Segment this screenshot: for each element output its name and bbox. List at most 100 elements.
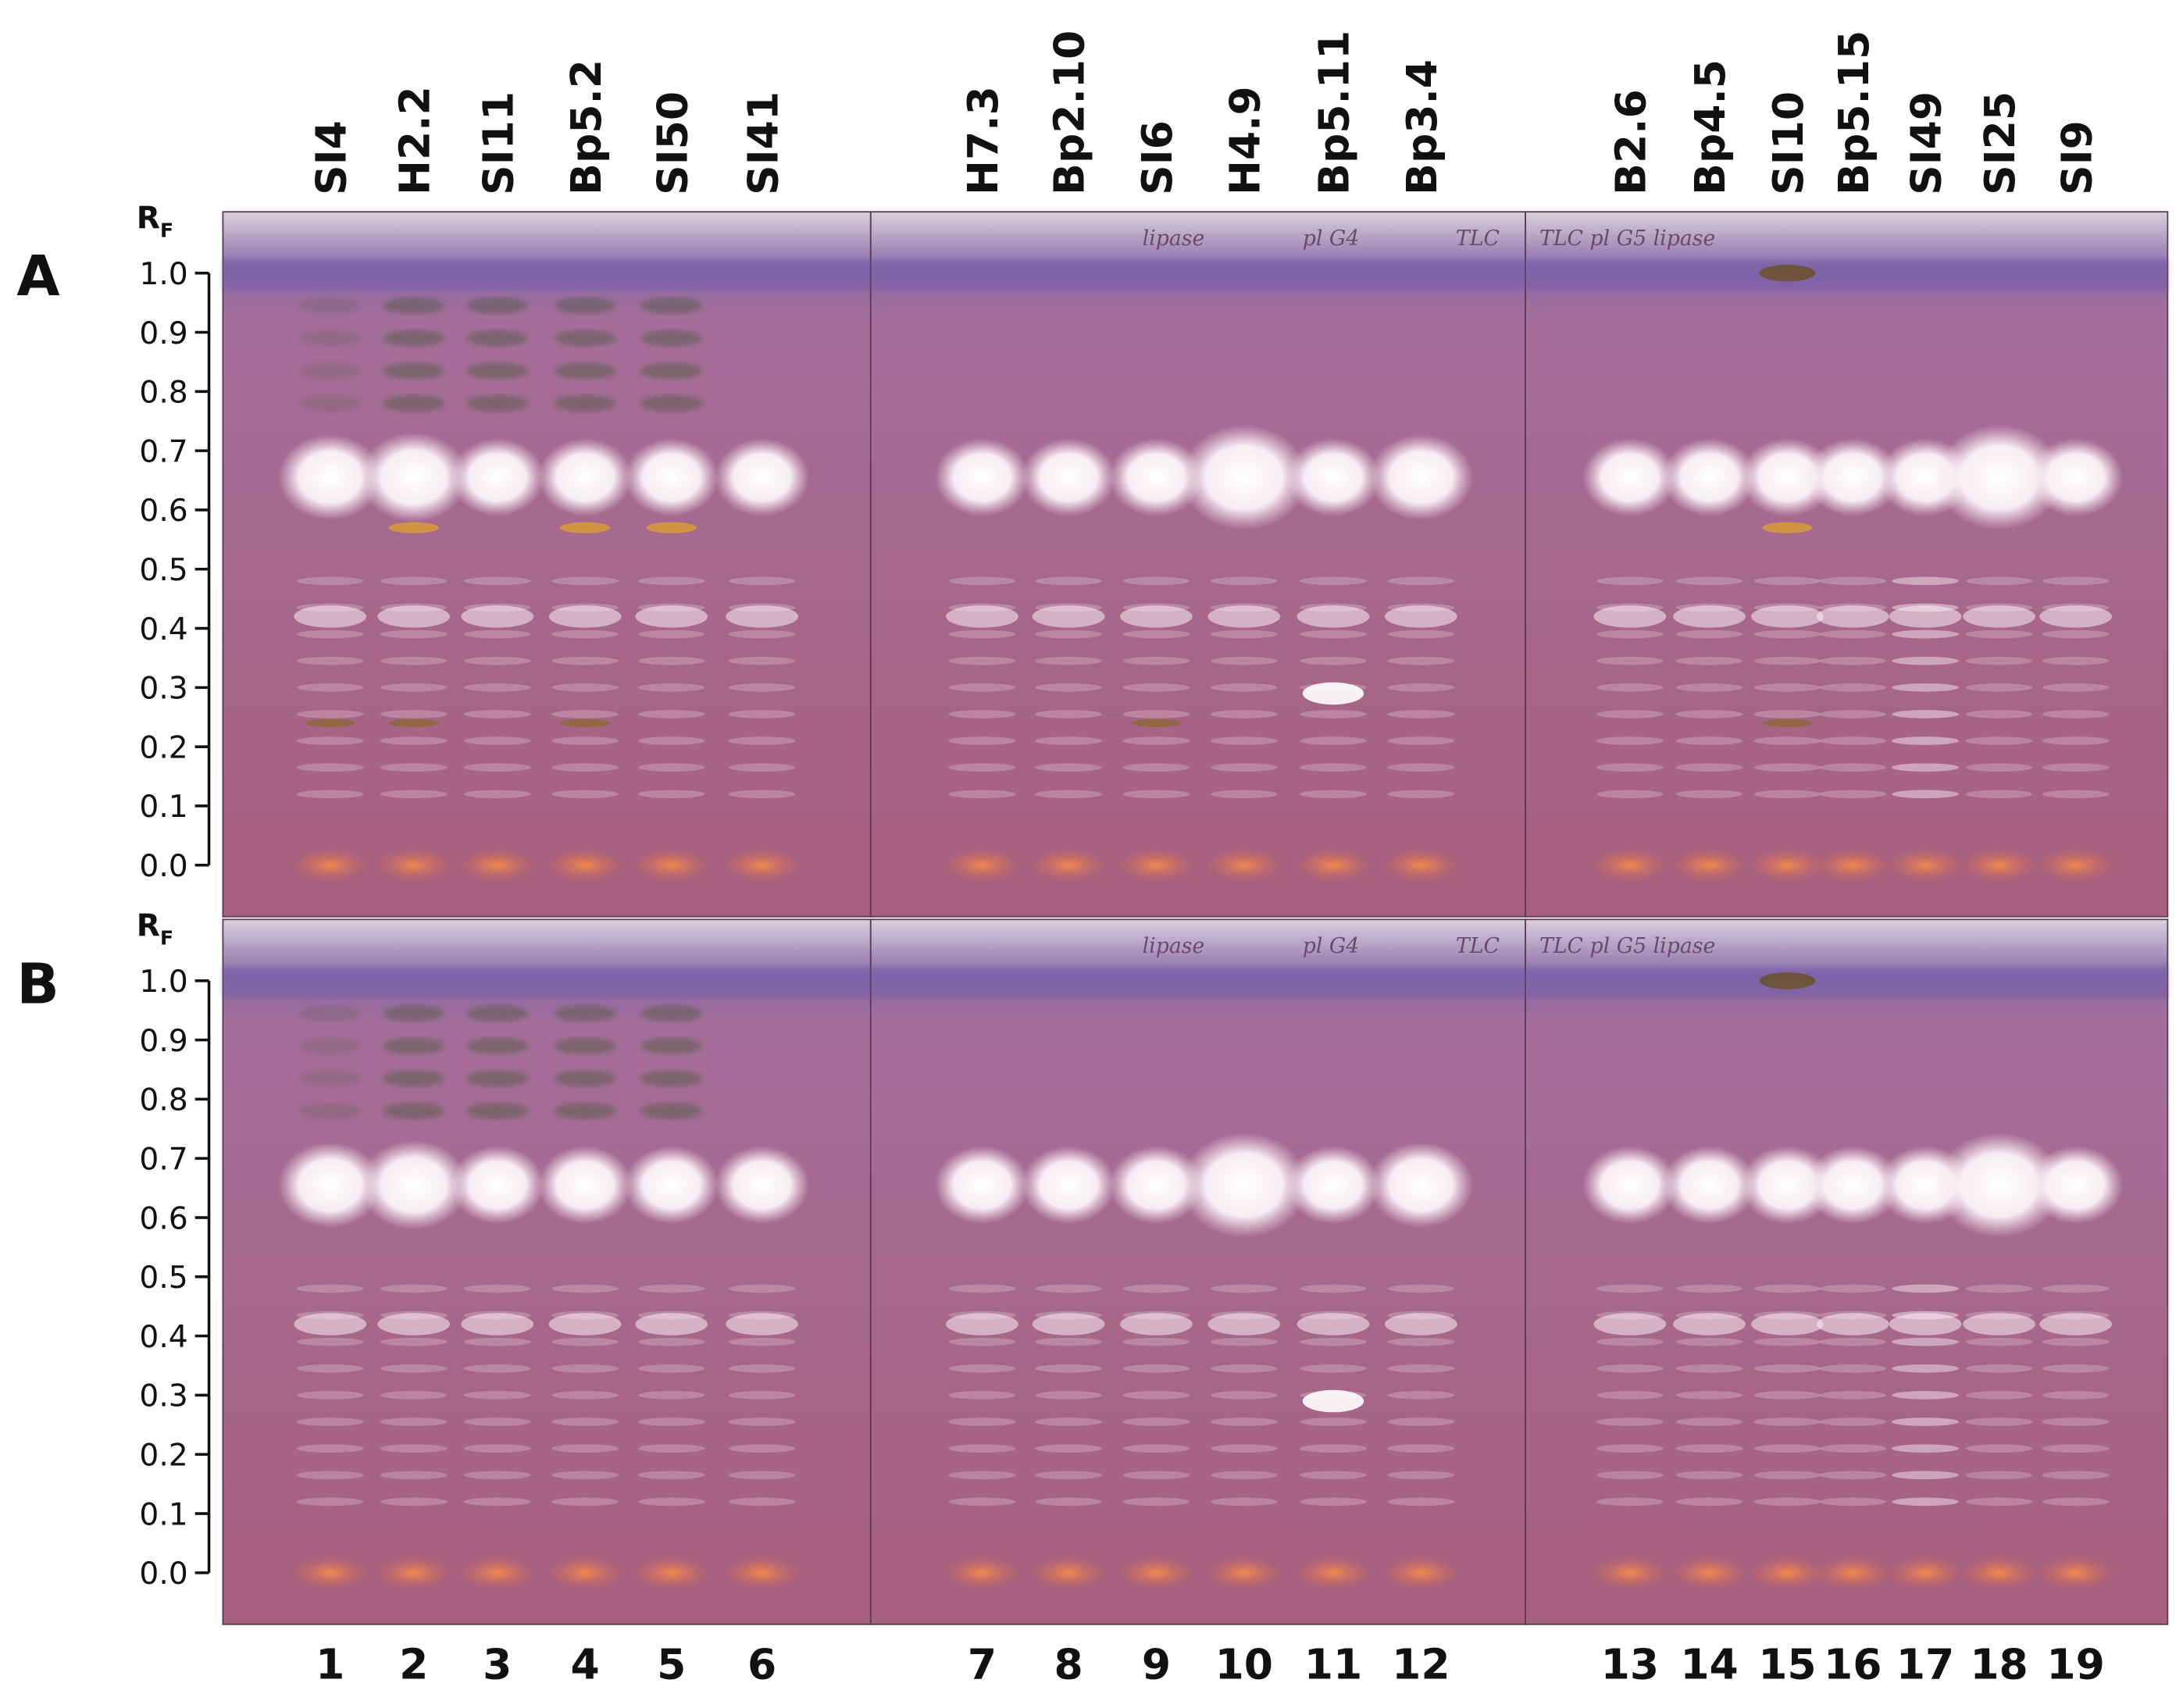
band [1300,656,1367,665]
band [1892,1337,1959,1346]
rf-tick-label: 0.0 [139,1556,187,1592]
band [1762,522,1813,533]
band [463,1337,531,1346]
spot [1935,1132,2064,1238]
band [380,1444,448,1453]
band [728,1364,796,1373]
band [637,790,705,799]
band [466,362,529,380]
spot [1582,438,1678,517]
band [380,629,448,639]
band [1122,1471,1190,1480]
band [2042,576,2110,586]
band [1892,1497,1959,1507]
band [1892,1284,1959,1293]
band [1759,972,1816,989]
band [560,719,611,728]
band [1387,1471,1455,1480]
band [1387,656,1455,665]
band [463,710,531,719]
rf-tick-label: 0.9 [139,316,187,351]
band [1675,1391,1743,1400]
band [1122,1497,1190,1507]
spot [1108,438,1204,517]
origin-spot [374,848,453,883]
band [1596,576,1664,586]
band [296,1364,364,1373]
band [728,1284,796,1293]
band [728,1444,796,1453]
band [1819,1497,1887,1507]
band [1892,1364,1959,1373]
lane-number: 10 [1215,1639,1273,1688]
origin-spot [1294,1556,1372,1590]
band [640,362,702,380]
band [1300,1284,1367,1293]
band [1889,1313,1962,1335]
band [2042,629,2110,639]
band [637,736,705,745]
band [728,576,796,586]
origin-spot [1117,848,1196,883]
rf-tick-label: 0.6 [139,1201,187,1236]
band [948,576,1016,586]
spot [1739,438,1835,517]
origin-spot [1382,848,1461,883]
band [554,1070,616,1087]
band [1892,683,1959,692]
rf-tick-label: 0.3 [139,672,187,707]
lane-name: B2.6 [1607,89,1656,195]
band [383,297,444,315]
lane-number: 7 [968,1639,997,1688]
band [637,683,705,692]
band [2042,656,2110,665]
lane-number: 19 [2046,1639,2104,1688]
origin-spot [2036,1556,2115,1590]
band [948,1364,1016,1373]
origin-spot [1814,1556,1892,1590]
lane-number: 9 [1142,1639,1171,1688]
band [1122,683,1190,692]
spot [1805,1146,1900,1225]
band [1753,710,1821,719]
band [1211,1391,1278,1400]
rf-label-sub: F [160,926,173,949]
lane-number: 4 [571,1639,600,1688]
lane-number: 17 [1896,1639,1954,1688]
tlc-plate [222,211,872,918]
plate-note: lipase [1143,934,1205,958]
lane-name: SI50 [647,91,697,195]
band [2042,683,2110,692]
band [1816,1313,1889,1335]
spot [1286,438,1381,517]
origin-spot [1960,848,2039,883]
band [637,576,705,586]
spot [624,1146,719,1225]
band [377,605,451,628]
band [1892,763,1959,772]
band [2042,1364,2110,1373]
spot [278,1142,383,1228]
band [2042,763,2110,772]
lane-number: 14 [1680,1639,1738,1688]
band [1965,763,2033,772]
lane-name: SI4 [306,120,355,195]
band [2042,1471,2110,1480]
band [1122,1417,1190,1426]
origin-spot [943,1556,1022,1590]
labels: SI41H2.22SI113Bp5.24SI505SI416H7.37Bp2.1… [16,30,2104,1689]
lane-name: Bp5.15 [1829,30,1878,195]
band [296,790,364,799]
band [1819,710,1887,719]
band [948,710,1016,719]
spot [1368,434,1474,521]
rf-tick-label: 0.1 [139,1497,187,1532]
lane-name: Bp5.2 [562,59,611,195]
band [1300,790,1367,799]
band [1965,1337,2033,1346]
solvent-front [870,259,1526,291]
band [2042,1444,2110,1453]
band [640,330,702,347]
band [1387,1497,1455,1507]
band [1675,683,1743,692]
